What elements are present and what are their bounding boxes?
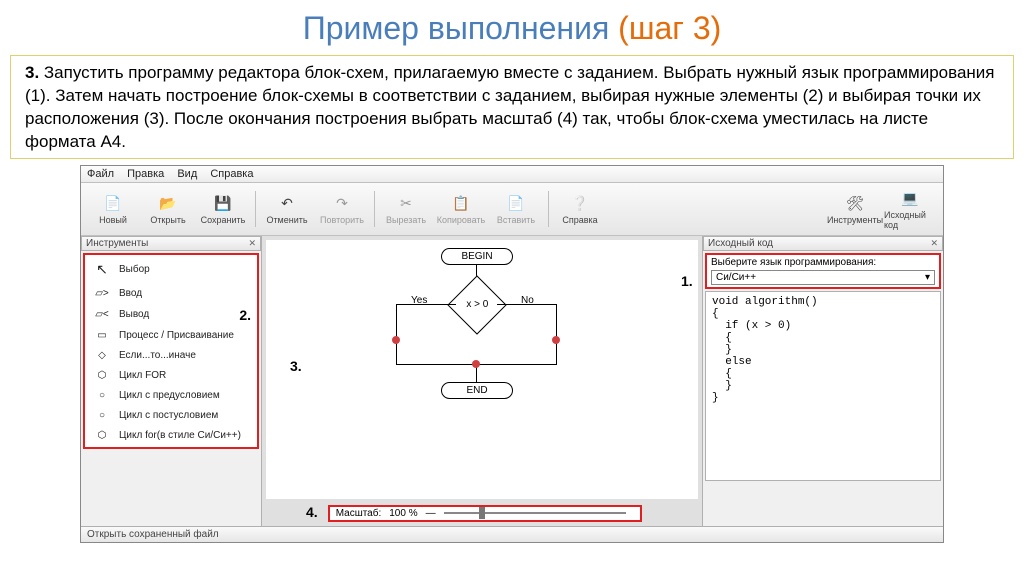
cursor-icon: ↖ [91, 259, 113, 281]
hexagon-icon: ⬡ [91, 369, 113, 383]
flow-line [497, 304, 557, 305]
title-main: Пример выполнения [303, 10, 618, 46]
instruction-text: Запустить программу редактора блок-схем,… [25, 63, 995, 151]
app-body: Инструменты ✕ ↖Выбор ▱>Ввод ▱< Вывод 2. … [81, 236, 943, 526]
tb-redo[interactable]: ↷Повторить [316, 191, 369, 227]
code-pane: Исходный код ✕ 1. Выберите язык программ… [703, 236, 943, 526]
flow-end[interactable]: END [441, 382, 513, 399]
tool-ifelse[interactable]: ◇Если...то...иначе [85, 346, 257, 366]
status-text: Открыть сохраненный файл [87, 529, 219, 540]
save-icon: 💾 [212, 193, 234, 215]
tool-cfor[interactable]: ⬡Цикл for(в стиле Си/Си++) [85, 426, 257, 446]
tool-process[interactable]: ▭Процесс / Присваивание [85, 326, 257, 346]
tool-for[interactable]: ⬡Цикл FOR [85, 366, 257, 386]
annotation-2: 2. [239, 307, 251, 323]
undo-icon: ↶ [276, 193, 298, 215]
tool-while[interactable]: ○Цикл с предусловием [85, 386, 257, 406]
parallelogram-out-icon: ▱< [91, 308, 113, 322]
tb-copy[interactable]: 📋Копировать [435, 191, 488, 227]
annotation-3: 3. [290, 358, 302, 374]
new-file-icon: 📄 [102, 193, 124, 215]
scale-bar-highlight: Масштаб: 100 % — [328, 505, 642, 522]
open-folder-icon: 📂 [157, 193, 179, 215]
flowchart-canvas[interactable]: BEGIN x > 0 Yes No END [266, 240, 698, 499]
source-code-view: void algorithm() { if (x > 0) { } else {… [705, 291, 941, 481]
flow-connector-dot[interactable] [392, 336, 400, 344]
menu-view[interactable]: Вид [177, 168, 197, 180]
tb-save[interactable]: 💾Сохранить [197, 191, 250, 227]
loop-post-icon: ○ [91, 409, 113, 423]
code-pane-title: Исходный код ✕ [703, 236, 943, 251]
menubar: Файл Правка Вид Справка [81, 166, 943, 183]
tools-pane-title: Инструменты ✕ [81, 236, 261, 251]
tb-paste[interactable]: 📄Вставить [490, 191, 543, 227]
scale-value: 100 % [389, 508, 417, 519]
tb-tools[interactable]: 🛠Инструменты [829, 191, 882, 227]
cfor-icon: ⬡ [91, 429, 113, 443]
tb-help[interactable]: ❔Справка [554, 191, 607, 227]
language-label: Выберите язык программирования: [711, 257, 935, 268]
tb-code[interactable]: 💻Исходный код [884, 186, 937, 232]
language-select[interactable]: Си/Си++ ▾ [711, 270, 935, 285]
tool-output[interactable]: ▱< Вывод 2. [85, 304, 257, 326]
copy-icon: 📋 [450, 193, 472, 215]
cut-icon: ✂ [395, 193, 417, 215]
pane-close-icon[interactable]: ✕ [248, 238, 256, 249]
title-step: (шаг 3) [618, 10, 721, 46]
tool-select[interactable]: ↖Выбор [85, 256, 257, 284]
rectangle-icon: ▭ [91, 329, 113, 343]
tool-input[interactable]: ▱>Ввод [85, 284, 257, 304]
parallelogram-in-icon: ▱> [91, 287, 113, 301]
flow-line [396, 304, 397, 364]
toolbar-separator [374, 191, 375, 227]
toolbar-separator [548, 191, 549, 227]
tb-open[interactable]: 📂Открыть [142, 191, 195, 227]
menu-help[interactable]: Справка [210, 168, 253, 180]
help-icon: ❔ [569, 193, 591, 215]
flow-decision[interactable]: x > 0 [447, 275, 506, 334]
instruction-box: 3. Запустить программу редактора блок-сх… [10, 55, 1014, 159]
toolbar: 📄Новый 📂Открыть 💾Сохранить ↶Отменить ↷По… [81, 183, 943, 236]
menu-file[interactable]: Файл [87, 168, 114, 180]
flow-connector-dot[interactable] [472, 360, 480, 368]
tb-new[interactable]: 📄Новый [87, 191, 140, 227]
code-icon: 💻 [899, 188, 921, 210]
canvas-pane: BEGIN x > 0 Yes No END [262, 236, 703, 526]
tools-list-highlight: ↖Выбор ▱>Ввод ▱< Вывод 2. ▭Процесс / При… [83, 253, 259, 449]
slide-title: Пример выполнения (шаг 3) [0, 10, 1024, 47]
flow-line [556, 304, 557, 364]
pane-close-icon[interactable]: ✕ [930, 238, 938, 249]
tb-undo[interactable]: ↶Отменить [261, 191, 314, 227]
flow-line [396, 304, 456, 305]
annotation-4: 4. [306, 504, 318, 520]
loop-pre-icon: ○ [91, 389, 113, 403]
statusbar: Открыть сохраненный файл [81, 526, 943, 542]
slider-thumb[interactable] [479, 507, 485, 519]
chevron-down-icon: ▾ [925, 272, 930, 283]
toolbar-separator [255, 191, 256, 227]
instruction-number: 3. [25, 63, 39, 82]
redo-icon: ↷ [331, 193, 353, 215]
annotation-1: 1. [681, 273, 693, 289]
flow-begin[interactable]: BEGIN [441, 248, 513, 265]
tool-dowhile[interactable]: ○Цикл с постусловием [85, 406, 257, 426]
scale-label: Масштаб: [336, 508, 382, 519]
scale-slider[interactable] [444, 512, 626, 514]
paste-icon: 📄 [505, 193, 527, 215]
tools-icon: 🛠 [844, 193, 866, 215]
flow-connector-dot[interactable] [552, 336, 560, 344]
zoom-out-icon[interactable]: — [426, 508, 436, 519]
menu-edit[interactable]: Правка [127, 168, 164, 180]
app-window: Файл Правка Вид Справка 📄Новый 📂Открыть … [80, 165, 944, 543]
tb-cut[interactable]: ✂Вырезать [380, 191, 433, 227]
language-box-highlight: Выберите язык программирования: Си/Си++ … [705, 253, 941, 289]
diamond-icon: ◇ [91, 349, 113, 363]
tools-pane: Инструменты ✕ ↖Выбор ▱>Ввод ▱< Вывод 2. … [81, 236, 262, 526]
